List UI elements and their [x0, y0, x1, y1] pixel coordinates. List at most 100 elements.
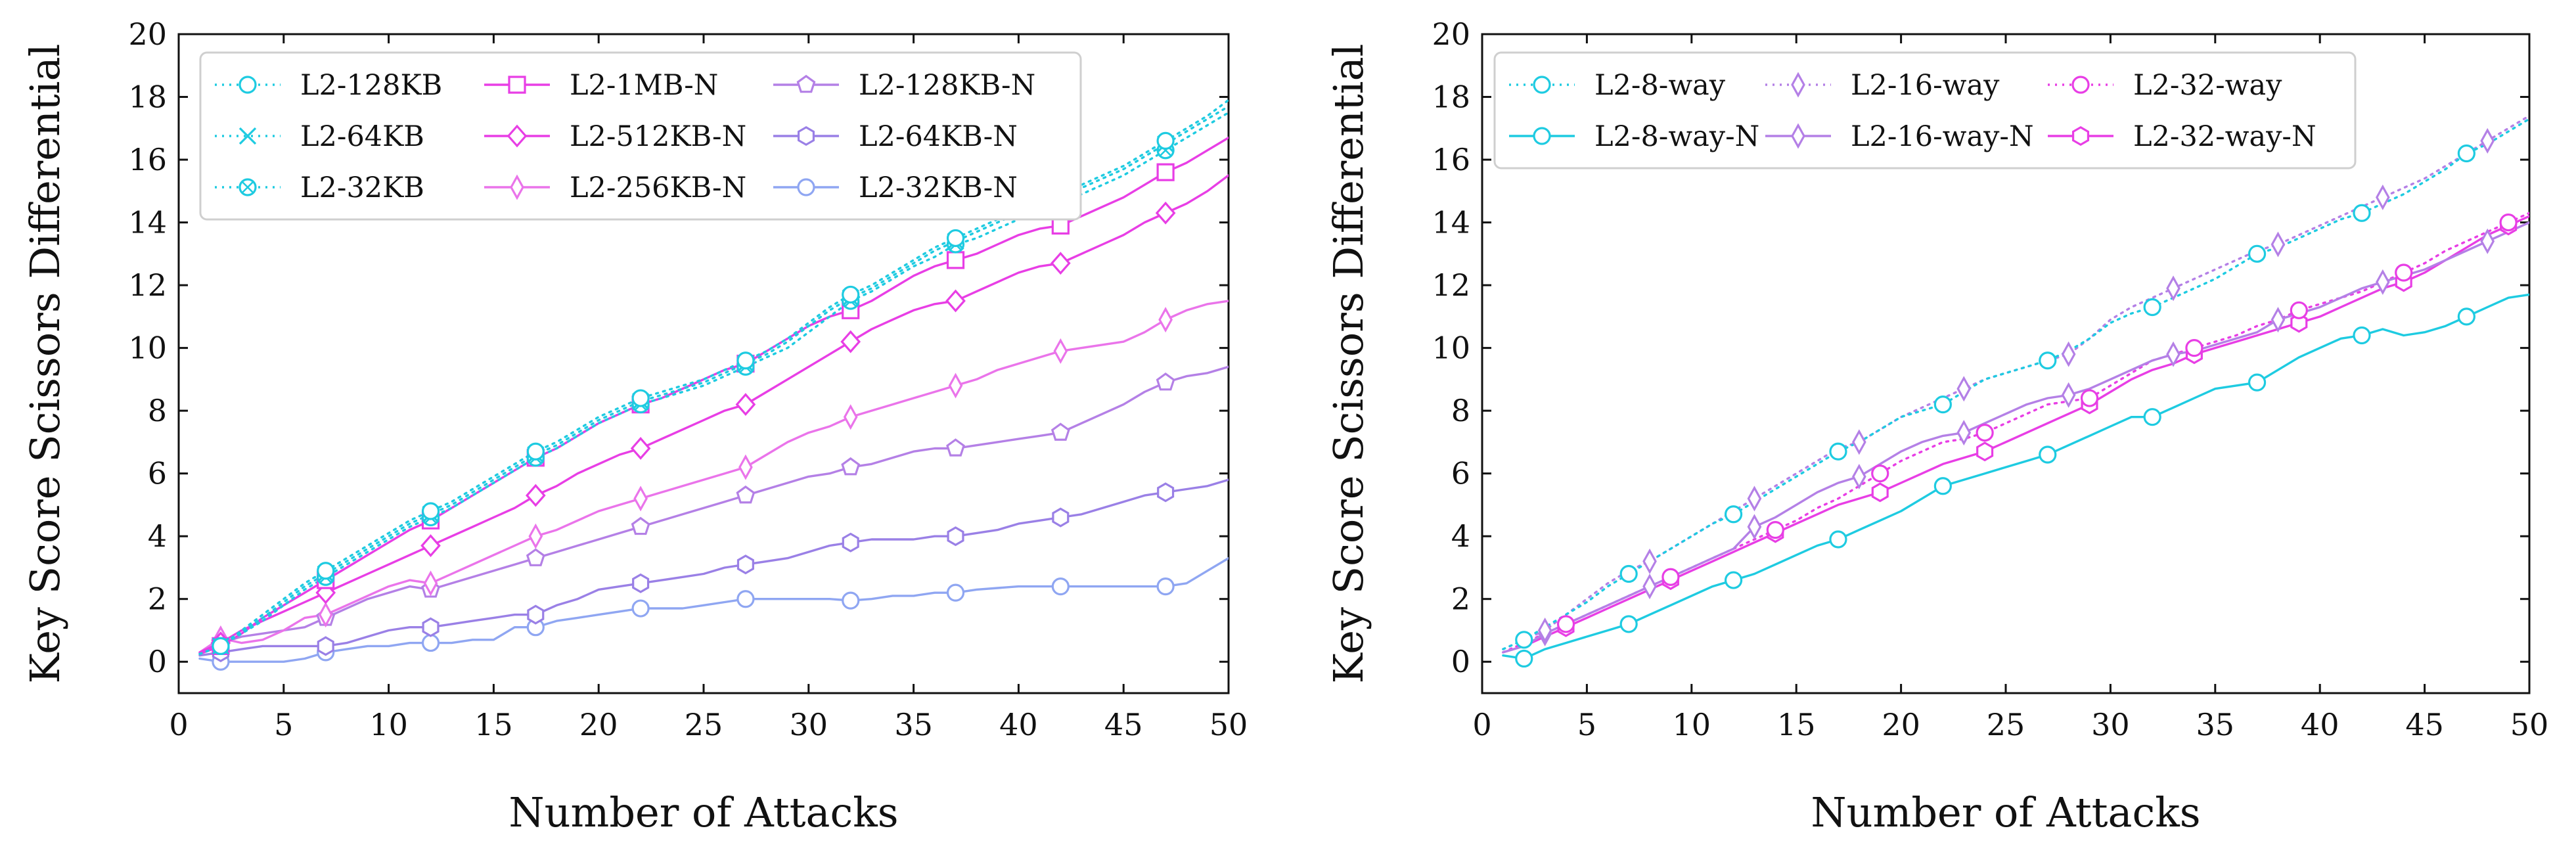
left-marker-l2-32kb-n	[631, 599, 650, 618]
right-y-tick-label: 18	[1432, 79, 1470, 115]
right-marker-l2-8-way-n	[1515, 649, 1533, 668]
left-legend-marker-l2-64kb-n	[797, 125, 815, 147]
right-y-tick-label: 4	[1451, 518, 1470, 554]
right-y-tick-label: 12	[1432, 267, 1470, 303]
left-legend-label-l2-32kb: L2-32KB	[300, 171, 424, 204]
left-marker-l2-64kb-n	[527, 604, 545, 625]
right-series-line-l2-32-way-n	[1502, 215, 2529, 654]
right-marker-l2-8-way	[2143, 298, 2161, 317]
left-marker-l2-256kb-n	[633, 486, 648, 512]
right-marker-l2-16-way-n	[2166, 341, 2181, 367]
left-y-tick-label: 18	[128, 79, 167, 115]
right-marker-l2-8-way-n	[1724, 571, 1743, 589]
right-legend-marker-l2-32-way-n	[2071, 125, 2090, 147]
right-marker-l2-8-way-n	[2143, 408, 2161, 426]
right-x-tick-label: 5	[1577, 707, 1596, 742]
right-x-tick-label: 30	[2091, 707, 2130, 742]
right-x-tick-label: 35	[2196, 707, 2235, 742]
left-marker-l2-64kb-n	[422, 617, 440, 637]
left-y-tick-label: 16	[128, 142, 167, 177]
left-marker-l2-64kb-n	[842, 532, 859, 553]
right-marker-l2-32-way	[1766, 521, 1784, 539]
right-marker-l2-16-way-n	[2376, 269, 2390, 295]
left-series-line-l2-32kb-n	[198, 556, 1229, 663]
left-legend-marker-l2-1mb-n	[508, 76, 526, 94]
right-series-line-l2-16-way	[1502, 114, 2529, 650]
left-legend-marker-l2-256kb-n	[510, 174, 524, 200]
left-legend-label-l2-64kb: L2-64KB	[300, 120, 424, 153]
right-y-tick-label: 6	[1451, 456, 1470, 491]
right-marker-l2-8-way	[2248, 244, 2267, 263]
left-marker-l2-128kb-n	[526, 548, 545, 566]
left-marker-l2-1mb-n	[946, 251, 965, 269]
left-legend-label-l2-1mb-n: L2-1MB-N	[570, 69, 718, 102]
left-y-axis-title: Key Score Scissors Differential	[21, 44, 69, 684]
left-marker-l2-256kb-n	[318, 602, 333, 628]
right-marker-l2-8-way-n	[1619, 615, 1638, 633]
left-x-tick-label: 15	[474, 707, 513, 742]
right-y-axis-title: Key Score Scissors Differential	[1324, 44, 1372, 684]
left-marker-l2-128kb	[526, 442, 545, 461]
right-x-axis-title: Number of Attacks	[1811, 788, 2200, 836]
right-x-tick-label: 0	[1472, 707, 1491, 742]
right-marker-l2-16-way	[1747, 486, 1762, 512]
right-marker-l2-8-way-n	[1933, 477, 1952, 495]
left-series-line-l2-64kb-n	[198, 478, 1229, 657]
right-marker-l2-16-way-n	[1956, 420, 1972, 446]
right-marker-l2-8-way-n	[1829, 530, 1847, 549]
right-legend-marker-l2-8-way	[1533, 76, 1551, 94]
left-legend-label-l2-64kb-n: L2-64KB-N	[859, 120, 1018, 153]
left-y-tick-label: 4	[148, 518, 167, 554]
right-marker-l2-32-way	[2080, 389, 2099, 407]
right-y-tick-label: 16	[1432, 142, 1470, 177]
left-marker-l2-32kb-n	[736, 590, 755, 608]
left-x-tick-label: 45	[1104, 707, 1143, 742]
left-y-tick-label: 8	[148, 393, 167, 428]
left-marker-l2-32kb-n	[421, 633, 440, 652]
right-legend-label-l2-16-way-n: L2-16-way-N	[1851, 120, 2034, 153]
right-marker-l2-16-way	[2480, 127, 2495, 154]
left-marker-l2-256kb-n	[843, 404, 858, 430]
right-marker-l2-16-way	[2271, 231, 2286, 258]
left-marker-l2-64kb-n	[317, 636, 334, 656]
left-y-tick-label: 2	[148, 581, 167, 617]
left-marker-l2-1mb-n	[1156, 163, 1175, 181]
right-series-line-l2-8-way-n	[1502, 293, 2529, 660]
right-legend-label-l2-16-way: L2-16-way	[1851, 69, 2000, 102]
right-marker-l2-32-way	[2499, 213, 2518, 232]
right-marker-l2-32-way	[1661, 568, 1680, 586]
right-marker-l2-8-way	[1724, 505, 1743, 524]
right-series-lines	[1502, 114, 2529, 660]
left-marker-l2-256kb-n	[423, 570, 438, 597]
left-x-tick-label: 10	[369, 707, 408, 742]
right-y-tick-label: 0	[1451, 644, 1470, 679]
right-x-tick-label: 10	[1673, 707, 1711, 742]
left-y-tick-label: 0	[148, 644, 167, 679]
left-marker-l2-128kb-n	[1156, 372, 1175, 391]
right-marker-l2-16-way-n	[1642, 574, 1657, 600]
right-x-tick-label: 15	[1777, 707, 1816, 742]
right-marker-l2-16-way-n	[2480, 228, 2495, 254]
left-legend-label-l2-512kb-n: L2-512KB-N	[570, 120, 746, 153]
left-marker-l2-32kb-n	[1156, 577, 1175, 596]
right-marker-l2-16-way-n	[1852, 463, 1866, 489]
left-x-tick-label: 30	[790, 707, 828, 742]
left-y-tick-label: 6	[148, 456, 167, 491]
left-marker-l2-128kb	[946, 229, 965, 248]
right-marker-l2-8-way	[2457, 144, 2475, 163]
right-x-tick-label: 25	[1987, 707, 2025, 742]
left-marker-l2-32kb-n	[1051, 577, 1070, 596]
left-legend-box	[199, 51, 1082, 221]
left-marker-l2-32kb-n	[946, 583, 965, 602]
right-series-line-l2-8-way	[1502, 118, 2529, 650]
right-legend-marker-l2-16-way-n	[1791, 123, 1805, 149]
right-legend-label-l2-32-way-n: L2-32-way-N	[2133, 120, 2316, 153]
left-legend-label-l2-128kb: L2-128KB	[300, 69, 442, 102]
left-marker-l2-512kb-n	[945, 289, 966, 313]
right-marker-l2-16-way	[1642, 548, 1657, 574]
right-y-tick-label: 14	[1432, 205, 1470, 240]
left-y-tick-label: 14	[128, 205, 167, 240]
left-series-lines	[198, 99, 1229, 663]
left-marker-l2-512kb-n	[525, 484, 546, 507]
